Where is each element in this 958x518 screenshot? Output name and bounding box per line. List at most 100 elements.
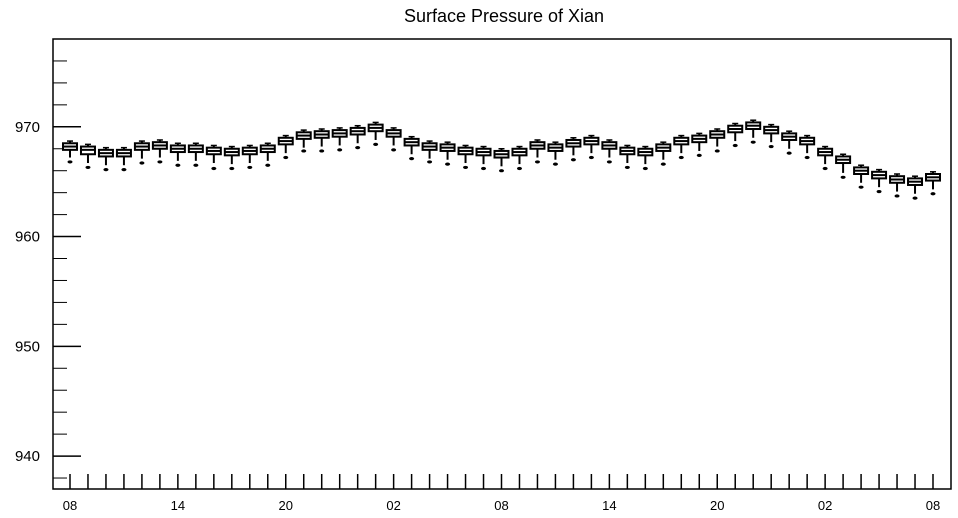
outlier-point — [157, 160, 163, 164]
box-17 — [367, 121, 384, 146]
outlier-point — [337, 148, 343, 152]
y-tick-label: 950 — [15, 338, 40, 355]
box-12 — [277, 134, 294, 160]
outlier-point — [301, 149, 307, 153]
box-2 — [97, 146, 114, 172]
box-19 — [403, 135, 420, 161]
outlier-point — [678, 155, 684, 160]
box-38 — [745, 119, 762, 144]
box-31 — [619, 144, 636, 170]
outlier-point — [840, 175, 846, 179]
y-axis: 940 950 960 970 — [15, 60, 81, 479]
box-4 — [133, 140, 150, 165]
box-11 — [259, 142, 276, 167]
box-39 — [763, 123, 780, 149]
outlier-point — [552, 162, 558, 166]
outlier-point — [858, 185, 864, 189]
outlier-point — [373, 142, 379, 146]
chart-title: Surface Pressure of Xian — [404, 6, 604, 26]
box-48 — [925, 171, 941, 196]
box-23 — [475, 145, 492, 171]
y-tick-label: 970 — [15, 119, 40, 136]
box-15 — [331, 127, 348, 152]
x-tick-label: 14 — [602, 498, 616, 513]
outlier-point — [463, 165, 469, 170]
box-32 — [637, 145, 654, 171]
outlier-point — [570, 158, 576, 162]
outlier-point — [894, 194, 900, 198]
box-28 — [565, 137, 582, 162]
outlier-point — [193, 163, 199, 167]
x-tick-label: 08 — [63, 498, 77, 513]
box-16 — [349, 124, 366, 150]
outlier-point — [714, 149, 720, 153]
outlier-point — [121, 168, 127, 172]
outlier-point — [750, 140, 756, 144]
outlier-point — [804, 155, 810, 160]
box-40 — [781, 130, 798, 155]
box-34 — [673, 134, 690, 160]
plot-frame — [52, 38, 952, 490]
outlier-point — [319, 149, 325, 153]
outlier-point — [391, 148, 397, 152]
outlier-point — [930, 192, 936, 196]
box-45 — [871, 168, 888, 194]
outlier-point — [139, 161, 145, 165]
box-36 — [709, 128, 726, 153]
box-3 — [115, 146, 132, 172]
x-tick-label: 14 — [171, 498, 185, 513]
box-35 — [691, 132, 708, 157]
outlier-point — [499, 169, 504, 173]
outlier-point — [445, 162, 451, 166]
box-20 — [421, 140, 438, 164]
box-37 — [727, 122, 744, 148]
box-series — [62, 119, 941, 200]
box-13 — [295, 129, 312, 153]
box-0 — [62, 140, 78, 164]
box-7 — [187, 142, 204, 167]
box-10 — [241, 144, 258, 170]
box-8 — [205, 144, 222, 171]
box-47 — [907, 175, 924, 200]
outlier-point — [588, 155, 594, 160]
outlier-point — [85, 165, 91, 170]
y-tick-label: 960 — [15, 229, 40, 246]
box-46 — [889, 173, 906, 198]
x-tick-label: 20 — [279, 498, 293, 513]
box-30 — [601, 139, 618, 164]
x-tick-label: 08 — [926, 498, 940, 513]
outlier-point — [409, 157, 415, 161]
outlier-point — [696, 153, 702, 157]
box-25 — [511, 145, 528, 171]
box-44 — [853, 164, 870, 189]
x-tick-label: 02 — [386, 498, 400, 513]
outlier-point — [606, 160, 612, 164]
box-5 — [151, 139, 168, 164]
box-42 — [817, 145, 834, 171]
box-21 — [439, 141, 456, 166]
outlier-point — [786, 151, 792, 155]
outlier-point — [822, 166, 828, 171]
x-axis: 08 14 20 02 08 14 20 02 08 — [63, 474, 940, 513]
outlier-point — [876, 189, 882, 194]
outlier-point — [265, 163, 271, 167]
x-tick-label: 02 — [818, 498, 832, 513]
outlier-point — [283, 155, 289, 160]
outlier-point — [175, 163, 181, 167]
outlier-point — [67, 160, 73, 164]
box-9 — [223, 145, 240, 171]
box-41 — [799, 134, 816, 160]
y-tick-label: 940 — [15, 448, 40, 465]
box-14 — [313, 128, 330, 153]
outlier-point — [642, 166, 648, 171]
box-27 — [547, 141, 564, 166]
box-26 — [529, 139, 546, 164]
outlier-point — [481, 166, 487, 171]
outlier-point — [624, 165, 630, 170]
outlier-point — [355, 146, 361, 150]
x-tick-label: 08 — [494, 498, 508, 513]
outlier-point — [229, 166, 235, 171]
x-tick-label: 20 — [710, 498, 724, 513]
